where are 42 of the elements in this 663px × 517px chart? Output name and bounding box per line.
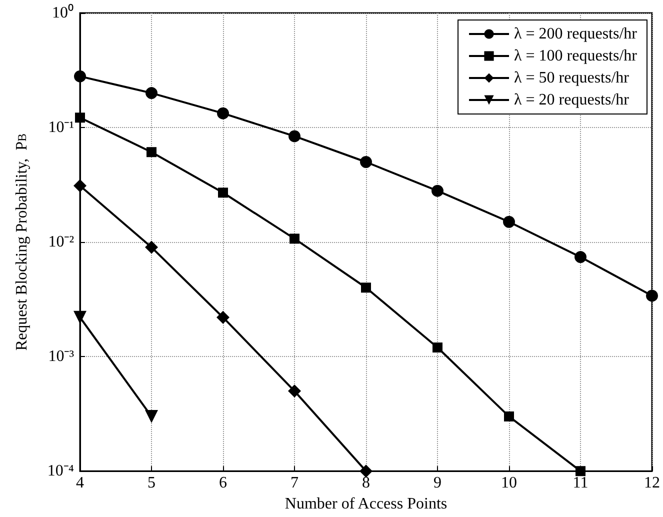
point	[432, 184, 444, 197]
y-tick-label: 10⁰	[52, 4, 74, 22]
y-tick-label: 10⁻²	[48, 234, 74, 251]
x-tick-label: 11	[572, 474, 588, 492]
x-tick-label: 7	[290, 474, 298, 492]
point	[290, 234, 300, 244]
x-axis-title: Number of Access Points	[284, 496, 448, 512]
x-tick-label: 9	[434, 474, 442, 492]
point	[361, 282, 371, 293]
point	[74, 179, 86, 192]
legend-label: λ = 100 requests/hr	[514, 48, 638, 64]
x-tick-label: 6	[219, 474, 227, 492]
point	[217, 107, 229, 120]
point	[503, 216, 515, 228]
point	[504, 411, 514, 422]
point	[146, 147, 156, 158]
x-tick-label: 4	[76, 474, 84, 492]
x-tick-label: 8	[362, 474, 370, 492]
legend-label: λ = 20 requests/hr	[514, 92, 630, 108]
point	[218, 188, 228, 198]
point	[146, 87, 158, 100]
point	[145, 240, 158, 254]
y-tick-label: 10⁻¹	[48, 119, 74, 136]
point	[216, 310, 230, 324]
x-tick-label: 5	[148, 474, 156, 492]
point	[646, 290, 658, 302]
x-tick-label: 12	[644, 474, 660, 492]
y-axis-title: Request Blocking Probability, PB	[14, 133, 30, 351]
y-tick-label: 10⁻³	[48, 348, 74, 366]
point	[288, 384, 301, 398]
point	[360, 156, 372, 168]
point	[574, 251, 586, 264]
y-tick-label: 10⁻⁴	[47, 462, 74, 480]
legend-label: λ = 50 requests/hr	[514, 70, 630, 86]
point	[576, 466, 586, 476]
point	[432, 342, 442, 353]
legend-label: λ = 200 requests/hr	[514, 26, 638, 42]
point	[74, 70, 86, 82]
point	[360, 464, 372, 478]
point	[288, 130, 300, 142]
x-tick-label: 10	[501, 474, 517, 492]
point	[75, 112, 85, 123]
